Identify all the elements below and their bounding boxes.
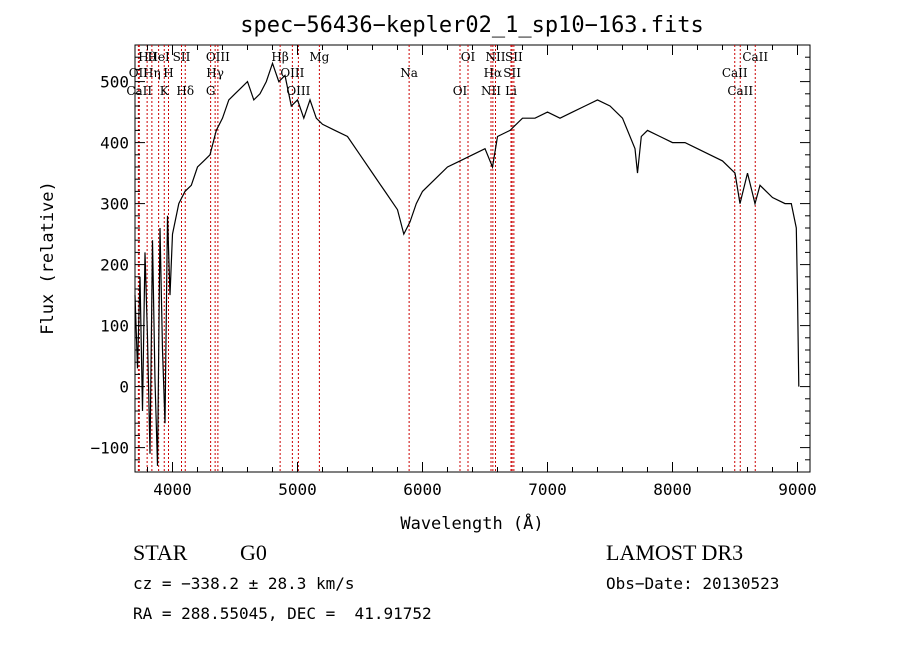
redshift-cz: cz = −338.2 ± 28.3 km/s [133,574,355,593]
y-tick-label: −100 [90,439,129,458]
x-tick-label: 7000 [528,480,567,499]
chart-title: spec−56436−kepler02_1_sp10−163.fits [240,13,704,38]
y-axis-label: Flux (relative) [38,181,58,335]
line-marker-label: K [160,84,170,98]
line-marker-label: SII [173,50,191,64]
x-tick-label: 4000 [153,480,192,499]
x-tick-label: 8000 [653,480,692,499]
x-tick-label: 5000 [278,480,317,499]
line-marker-label: CaII [126,84,152,98]
line-marker-label: G [206,84,216,98]
emission-line-markers [137,45,756,472]
y-tick-label: 300 [100,195,129,214]
line-marker-label: OIII [286,84,310,98]
line-marker-label: Hδ [176,84,194,98]
line-marker-label: SII [503,66,521,80]
line-marker-label: Hα [484,66,503,80]
y-tick-label: 400 [100,134,129,153]
plot-frame [134,44,811,473]
line-marker-label: Hη [143,66,161,80]
line-marker-label: OIII [206,50,230,64]
line-marker-label: SII [505,50,523,64]
observation-date: Obs−Date: 20130523 [606,574,780,593]
line-marker-label: NII [486,50,506,64]
y-tick-label: 100 [100,317,129,336]
line-marker-label: Mg [309,50,329,64]
survey-name: LAMOST DR3 [606,540,744,565]
line-marker-label: CaII [742,50,768,64]
object-subclass: G0 [240,540,267,565]
line-marker-label: HeI [147,50,170,64]
y-tick-label: 0 [119,378,129,397]
line-marker-label: Hβ [271,50,288,64]
line-marker-label: CaII [722,66,748,80]
line-marker-label: H [163,66,173,80]
line-marker-label: OI [453,84,468,98]
line-marker-label: OIII [280,66,304,80]
coordinates: RA = 288.55045, DEC = 41.91752 [133,604,432,623]
line-marker-label: Hθ [138,50,156,64]
line-marker-label: Li [505,84,517,98]
x-tick-label: 9000 [778,480,817,499]
y-tick-label: 200 [100,256,129,275]
x-axis-ticks: 4000 5000 6000 7000 8000 9000 [147,45,817,499]
line-marker-label: OII [129,66,149,80]
line-marker-label: NII [481,84,501,98]
line-marker-label: Hγ [206,66,224,80]
flux-series-line [134,61,800,466]
emission-line-labels: HθOIICaIIHeIHηKSIIHHδOIIIHγGHβOIIIOIIIMg… [126,50,768,98]
line-marker-label: CaII [727,84,753,98]
y-tick-label: 500 [100,73,129,92]
object-class: STAR [133,540,188,565]
x-axis-label: Wavelength (Å) [400,512,543,534]
y-axis-ticks: −100 0 100 200 300 400 500 [90,56,810,461]
line-marker-label: OI [461,50,476,64]
x-tick-label: 6000 [403,480,442,499]
line-marker-label: Na [400,66,418,80]
